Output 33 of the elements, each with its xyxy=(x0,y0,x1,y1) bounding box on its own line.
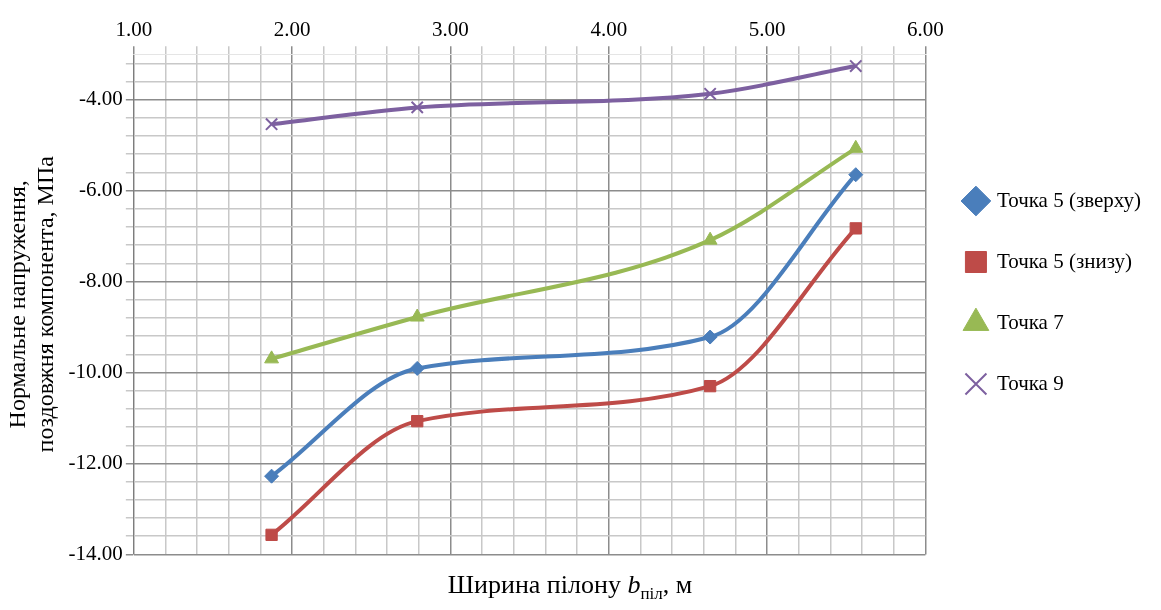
x-tick-label: 3.00 xyxy=(432,17,469,42)
point xyxy=(265,528,278,541)
point xyxy=(409,308,425,322)
y-tick-label: -4.00 xyxy=(79,86,123,111)
point xyxy=(849,222,862,235)
point xyxy=(264,117,279,131)
point xyxy=(849,59,863,73)
x-tick-label: 5.00 xyxy=(748,17,786,42)
x-axis-title: Ширина пілону b$_{піл}$, м xyxy=(446,570,694,605)
y-tick-label: -10.00 xyxy=(68,359,123,384)
x-tick-label: 2.00 xyxy=(273,17,311,42)
point xyxy=(264,468,280,484)
legend-label: Точка 7 xyxy=(996,309,1064,334)
point xyxy=(702,231,718,245)
y-tick-label: -12.00 xyxy=(68,449,123,474)
point xyxy=(848,167,864,183)
point xyxy=(411,415,424,428)
legend-label: Точка 9 xyxy=(996,370,1064,395)
x-tick-label: 1.00 xyxy=(115,17,153,42)
point xyxy=(703,379,717,393)
point xyxy=(410,100,424,115)
point xyxy=(703,87,717,101)
y-tick-label: -8.00 xyxy=(79,268,123,293)
y-tick-label: -6.00 xyxy=(79,177,123,202)
x-tick-label: 6.00 xyxy=(907,17,944,42)
point xyxy=(264,350,280,364)
legend-label: Точка 5 (знизу) xyxy=(996,248,1133,273)
point xyxy=(409,360,425,376)
y-axis-title: Нормальне напруження, поздовжня компонента, МПа xyxy=(3,155,59,453)
legend-label: Точка 5 (зверху) xyxy=(996,187,1142,212)
y-tick-label: -14.00 xyxy=(68,540,123,565)
point xyxy=(702,329,718,345)
x-tick-label: 4.00 xyxy=(590,17,628,42)
